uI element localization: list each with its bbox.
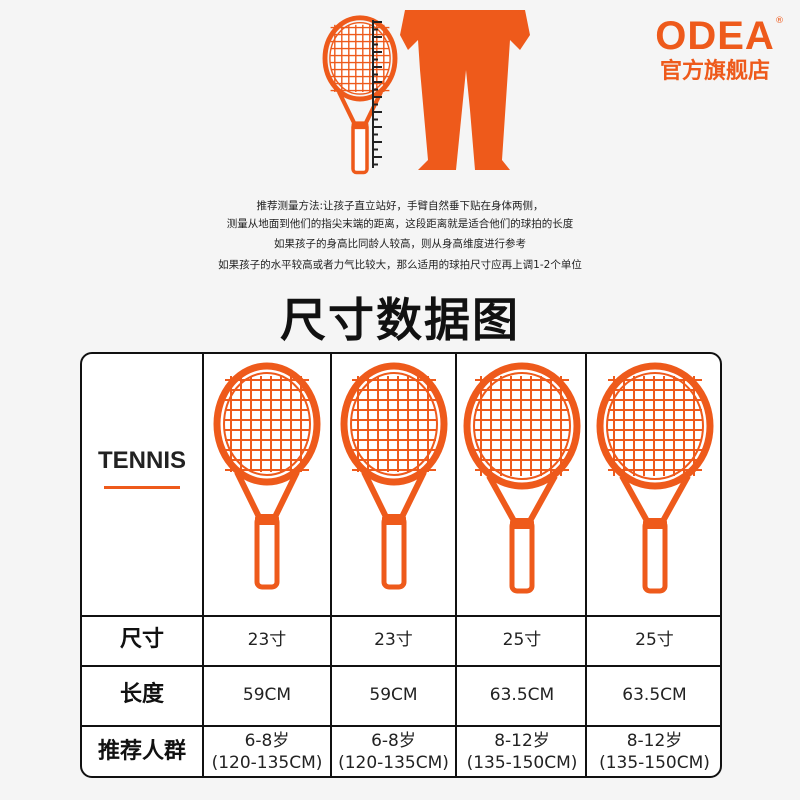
height-range: (135-150CM) [599,752,710,773]
length-cell: 59CM [242,685,292,705]
racket-icon [340,362,447,590]
length-cell: 63.5CM [622,685,687,705]
age-cell: 8-12岁 (135-150CM) [587,725,720,776]
instruction-line: 推荐测量方法:让孩子直立站好，手臂自然垂下贴在身体两侧， [256,200,544,212]
brand-logo: ODEA ® 官方旗舰店 [640,14,790,86]
racket-icon [463,362,581,594]
size-table: TENNIS 尺寸 长度 推荐人群 23寸 59CM 6-8岁 (120-135… [80,352,722,778]
logo-text: ODEA [655,14,775,58]
length-cell: 63.5CM [489,685,555,705]
tennis-label: TENNIS [97,447,186,474]
registered-mark: ® [775,16,784,26]
height-range: (135-150CM) [466,752,578,773]
size-cell: 23寸 [374,630,413,650]
accent-underline [104,486,180,489]
racket-image [596,362,713,594]
age-cell: 6-8岁 (120-135CM) [204,725,330,776]
age-cell: 6-8岁 (120-135CM) [332,725,455,776]
age-range: 8-12岁 [626,730,683,751]
age-range: 8-12岁 [494,730,550,751]
row-label-length: 长度 [119,682,164,707]
height-range: (120-135CM) [211,752,323,773]
child-silhouette-icon [400,10,530,170]
racket-icon [322,15,398,175]
racket-image [463,362,581,594]
size-cell: 23寸 [247,630,287,650]
header-cell: TENNIS [82,354,202,615]
ruler-icon [372,20,382,168]
instruction-line: 如果孩子的身高比同龄人较高，则从身高维度进行参考 [274,238,526,250]
racket-icon [213,362,321,590]
measurement-illustration [322,10,530,175]
age-range: 6-8岁 [244,730,290,751]
row-label-size: 尺寸 [119,627,164,652]
instruction-line: 如果孩子的水平较高或者力气比较大，那么适用的球拍尺寸应再上调1-2个单位 [218,259,582,271]
racket-image [213,362,321,590]
height-range: (120-135CM) [338,752,449,773]
size-cell: 25寸 [635,630,674,650]
size-cell: 25寸 [502,630,542,650]
store-label: 官方旗舰店 [659,59,770,84]
age-cell: 8-12岁 (135-150CM) [457,725,587,776]
row-label-age: 推荐人群 [97,738,186,764]
instruction-line: 测量从地面到他们的指尖末端的距离，这段距离就是适合他们的球拍的长度 [226,218,574,230]
racket-image [340,362,447,590]
age-range: 6-8岁 [371,730,416,751]
racket-icon [596,362,713,594]
length-cell: 59CM [369,685,418,705]
page-title: 尺寸数据图 [280,293,520,347]
